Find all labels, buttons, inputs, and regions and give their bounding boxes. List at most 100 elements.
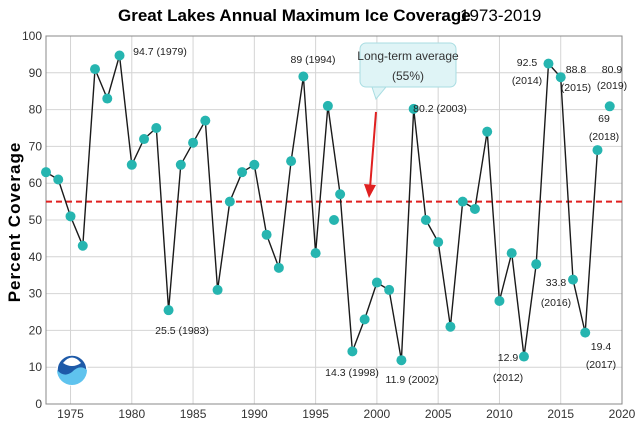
data-point [175,159,186,170]
data-point [163,305,174,316]
data-point [188,137,199,148]
data-point [555,72,566,83]
data-point [261,229,272,240]
data-point [531,259,542,270]
data-label: 92.5 [517,57,538,69]
data-point [469,203,480,214]
data-label: 14.3 (1998) [325,367,379,379]
data-point [65,211,76,222]
data-label: 19.4 [591,341,612,353]
data-label: (2015) [561,82,591,94]
x-tick-label: 2010 [486,407,513,421]
data-point [102,93,113,104]
x-tick-label: 1980 [118,407,145,421]
y-axis-label: Percent Coverage [5,142,24,303]
data-point [543,58,554,69]
y-tick-label: 70 [29,139,43,153]
data-point [384,284,395,295]
data-point [506,248,517,259]
chart-subtitle: 1973-2019 [460,6,541,25]
data-point [273,262,284,273]
data-point [396,355,407,366]
data-point [347,346,358,357]
data-label: (2012) [493,372,523,384]
data-point [237,167,248,178]
data-point [604,101,615,112]
data-label: 33.8 [546,277,567,289]
average-callout-text: Long-term average [357,49,459,63]
data-point [286,156,297,167]
data-label: 80.2 (2003) [413,103,467,115]
average-callout-value: (55%) [392,69,424,83]
data-point [77,240,88,251]
data-label: (2016) [541,297,571,309]
data-point [359,314,370,325]
y-tick-label: 80 [29,103,43,117]
data-point [335,189,346,200]
data-point [494,295,505,306]
data-point [371,277,382,288]
average-arrow-shaft [369,111,377,189]
data-label: 80.9 [602,64,623,76]
data-point [53,174,64,185]
data-label: (2014) [512,75,542,87]
x-tick-label: 2015 [547,407,574,421]
y-tick-label: 20 [29,323,43,337]
data-point [139,134,150,145]
x-tick-label: 1990 [241,407,268,421]
data-point [224,196,235,207]
data-point [114,50,125,61]
data-label: (2018) [589,131,619,143]
average-callout-pointer [371,86,388,101]
data-point [457,196,468,207]
data-point [126,159,137,170]
x-tick-label: 1995 [302,407,329,421]
data-point [41,167,51,178]
data-point [212,284,223,295]
data-point [200,115,211,126]
data-label: 11.9 (2002) [386,374,439,386]
logo-bird [63,357,81,366]
logo-wave [57,367,87,385]
data-label: 94.7 (1979) [133,46,187,58]
y-tick-label: 60 [29,176,43,190]
x-tick-label: 2005 [425,407,452,421]
data-point [298,71,309,82]
data-point [445,321,456,332]
y-tick-label: 90 [29,66,43,80]
data-label: 25.5 (1983) [155,325,209,337]
data-point [592,145,603,156]
y-tick-label: 0 [35,397,42,411]
data-point [433,237,444,248]
data-point [518,351,529,362]
data-point [151,123,162,133]
data-point [482,126,493,137]
data-label: 69 [598,113,610,125]
data-point [420,215,431,225]
noaa-logo-icon [56,354,88,386]
x-tick-label: 2000 [364,407,391,421]
data-point [90,64,101,75]
y-tick-label: 40 [29,250,43,264]
y-tick-label: 30 [29,287,43,301]
data-label: (2019) [597,80,627,92]
data-label: (2017) [586,359,616,371]
data-point [408,103,419,114]
x-tick-label: 2020 [609,407,636,421]
data-point [310,248,321,259]
y-tick-label: 50 [29,213,43,227]
x-tick-label: 1975 [57,407,84,421]
data-point [249,159,260,170]
data-point [580,327,591,338]
plot-border [45,35,623,405]
data-label: 89 (1994) [291,54,336,66]
average-callout-box [359,42,457,88]
x-tick-label: 1985 [180,407,207,421]
chart-title: Great Lakes Annual Maximum Ice Coverage [118,6,471,25]
data-label: 88.8 [566,64,587,76]
data-label: 12.9 [498,352,519,364]
y-tick-label: 10 [29,360,43,374]
data-point [567,274,578,285]
series-line [45,55,599,361]
